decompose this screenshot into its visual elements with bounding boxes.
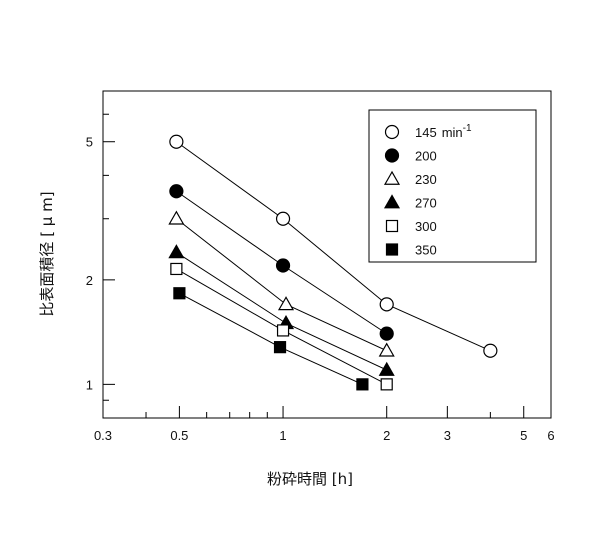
series-350 [173,287,369,391]
series-line [179,292,363,385]
x-tick-label: 5 [520,428,527,443]
series-line [176,141,491,352]
x-tick-label: 2 [383,428,390,443]
series-300 [170,262,393,391]
y-tick-label: 2 [86,273,93,288]
legend-marker [385,219,399,233]
legend-label: 300 [415,219,437,234]
data-point [380,378,393,391]
y-axis-title: 比表面積径 [ μ m] [38,191,56,316]
y-tick-label: 5 [86,135,93,150]
legend-marker [383,170,401,185]
data-point [379,297,394,312]
x-axis-title: 粉砕時間 [h] [267,470,353,488]
y-tick-label: 1 [86,377,93,392]
data-point [277,296,295,311]
data-point [173,287,186,300]
legend-marker [385,243,399,256]
data-point [483,343,498,358]
data-point [275,258,291,273]
data-point [170,262,183,276]
legend: 145 min-1 200 230 270 300 350 [368,109,537,263]
legend-marker [384,124,400,140]
data-point [168,244,185,259]
data-point [275,211,291,226]
data-point [378,342,395,357]
series-200 [169,184,394,341]
data-point [169,134,184,149]
series-145 [169,134,498,358]
data-point [276,324,290,337]
legend-label: 200 [415,149,437,164]
legend-label: 270 [415,196,437,211]
x-tick-label: 1 [279,428,286,443]
data-point [356,378,369,391]
data-point [378,361,395,376]
plot-area [102,90,552,419]
data-point [169,184,184,199]
axes: 0.3 0.5 1 2 3 5 6 1 2 5 [86,90,555,443]
x-tick-label: 3 [444,428,451,443]
x-tick-label: 6 [547,428,554,443]
x-tick-label: 0.5 [170,428,188,443]
legend-label: 230 [415,172,437,187]
legend-marker [383,194,401,209]
x-tick-label: 0.3 [94,428,112,443]
data-point [273,341,287,354]
series-230 [168,210,395,357]
series-layer [168,134,498,391]
legend-label: 350 [415,243,437,258]
plot-frame [102,90,552,419]
legend-label: 145 min-1 [415,123,472,140]
legend-marker [384,148,400,163]
data-point [379,326,394,341]
data-point [168,210,185,225]
